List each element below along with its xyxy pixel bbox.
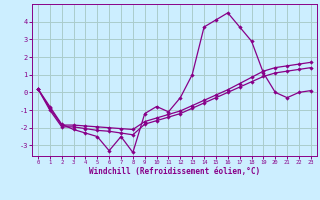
X-axis label: Windchill (Refroidissement éolien,°C): Windchill (Refroidissement éolien,°C) [89, 167, 260, 176]
